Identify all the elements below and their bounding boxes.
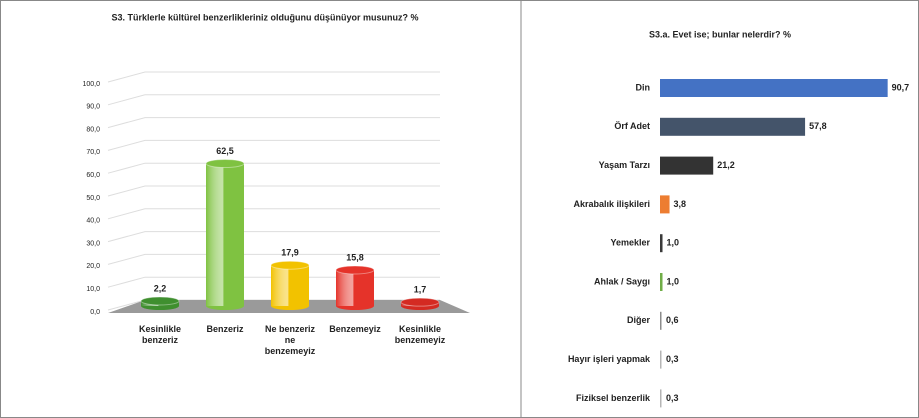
bar-shine [271,265,309,306]
bar-top [335,265,375,275]
y-tick-label: 100,0 [82,81,100,88]
grid-line [107,117,440,129]
bar [660,195,670,214]
bar [660,156,714,175]
bar [660,79,888,97]
label-line: ne [285,335,296,345]
y-tick-label: 50,0 [86,195,100,202]
value-label: 57,8 [809,121,827,131]
value-label: 1,0 [667,276,680,286]
value-label: 1,7 [414,284,427,294]
x-tick-label: Kesinlikle benzemeyiz [395,324,446,345]
value-label: 21,2 [717,160,735,170]
value-label: 0,3 [666,393,679,403]
value-label: 17,9 [281,248,299,258]
grid-line [107,71,440,83]
y-tick-label: Din [636,82,651,92]
grid-line [107,253,440,265]
label-line: benzeriz [142,335,179,345]
value-label: 2,2 [154,283,167,293]
value-label: 3,8 [674,199,687,209]
x-tick-label: Benzeriz [206,324,244,334]
x-tick-label: Kesinlikle benzeriz [139,324,181,345]
bar-shine [206,163,244,306]
value-label: 15,8 [346,252,364,262]
grid-line [107,162,440,174]
y-tick-label: 30,0 [86,240,100,247]
value-label: 0,3 [666,354,679,364]
label-line: Kesinlikle [139,324,181,334]
bar [660,234,663,253]
bar [660,389,662,408]
chart-title: S3.a. Evet ise; bunlar nelerdir? % [649,29,791,39]
value-label: 90,7 [892,82,910,92]
y-tick-label: Ahlak / Saygı [594,276,650,286]
y-tick-label: Örf Adet [614,121,650,131]
bar-top [205,159,245,168]
grid-line [107,208,440,220]
grid-line [107,139,440,151]
bar-top [400,297,440,307]
y-tick-label: 20,0 [86,263,100,270]
y-tick-label: 40,0 [86,218,100,225]
label-line: Ne benzeriz [265,324,316,334]
grid-line [107,94,440,106]
chart-title: S3. Türklerle kültürel benzerlikleriniz … [111,12,418,22]
x-tick-label: Benzemeyiz [329,324,381,334]
y-tick-label: 90,0 [86,104,100,111]
y-tick-label: 10,0 [86,286,100,293]
y-tick-label: 70,0 [86,149,100,156]
y-tick-label: Diğer [627,315,651,325]
bar-top [270,260,310,270]
y-tick-label: Fiziksel benzerlik [576,393,651,403]
bar-top [140,296,180,306]
grid-line [107,231,440,243]
y-tick-label: 0,0 [90,309,100,316]
bar [660,311,662,330]
label-line: Benzeriz [206,324,244,334]
label-line: benzemeyiz [265,346,316,356]
label-line: benzemeyiz [395,335,446,345]
label-line: Benzemeyiz [329,324,381,334]
grid-line [107,185,440,197]
value-label: 0,6 [666,315,679,325]
x-tick-label: Ne benzeriz ne benzemeyiz [265,324,316,356]
value-label: 1,0 [667,238,680,248]
bar [660,117,806,136]
y-tick-label: Hayır işleri yapmak [568,354,651,364]
y-tick-label: 60,0 [86,172,100,179]
y-tick-label: Yaşam Tarzı [599,160,650,170]
label-line: Kesinlikle [399,324,441,334]
value-label: 62,5 [216,146,234,156]
y-tick-label: Akrabalık ilişkileri [573,199,650,209]
bar-shine [336,269,374,306]
bar [660,273,663,291]
bar [660,350,662,369]
y-tick-label: Yemekler [610,238,650,248]
y-tick-label: 80,0 [86,126,100,133]
